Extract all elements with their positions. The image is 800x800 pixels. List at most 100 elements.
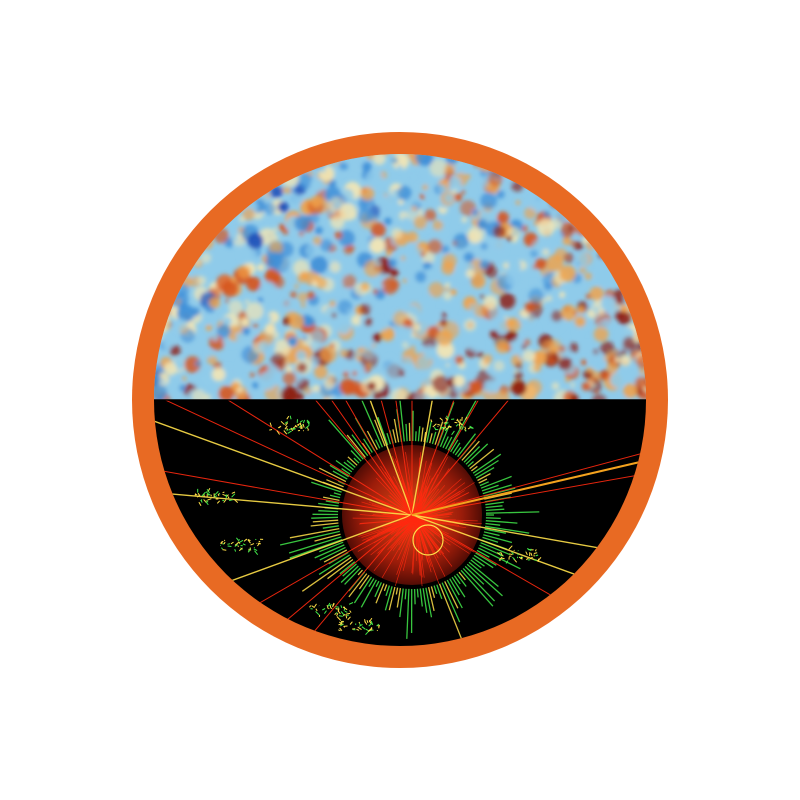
calorimeter-bar — [341, 468, 351, 475]
jet-hit — [195, 493, 198, 496]
calorimeter-bar — [328, 419, 364, 460]
cmb-spot — [521, 344, 527, 350]
core-track — [382, 514, 417, 520]
calorimeter-bar — [279, 530, 340, 546]
cmb-spot — [215, 274, 234, 293]
cmb-spot — [352, 371, 358, 376]
jet-hit — [368, 627, 373, 632]
jet-hit — [247, 539, 251, 542]
cmb-spot — [436, 341, 454, 359]
cmb-spot — [341, 359, 354, 371]
jet-hit — [299, 423, 303, 428]
jet-hit — [299, 420, 303, 423]
cmb-spot — [411, 206, 417, 212]
cmb-spot — [408, 274, 416, 281]
core-track — [415, 518, 438, 550]
cmb-spot — [359, 303, 372, 315]
jet-hit — [432, 423, 437, 428]
cmb-spot — [390, 156, 399, 164]
long-track — [250, 400, 413, 516]
cmb-spot — [599, 321, 607, 329]
jet-hit — [221, 547, 223, 550]
cmb-spot — [173, 199, 180, 206]
cmb-spot — [388, 258, 398, 268]
calorimeter-bar — [319, 541, 344, 553]
cmb-spot — [349, 212, 357, 220]
cmb-spot — [480, 192, 498, 210]
core-track — [415, 518, 423, 556]
jet-hit — [358, 621, 361, 624]
jet-hit — [284, 422, 289, 426]
cmb-spot — [343, 371, 349, 377]
cmb-spot — [180, 164, 191, 176]
cmb-spot — [139, 260, 145, 266]
jet-hit — [315, 611, 320, 616]
calorimeter-bar — [422, 588, 428, 613]
cmb-spot — [559, 291, 566, 298]
jet-hit — [250, 543, 255, 546]
calorimeter-bar — [447, 400, 479, 451]
cmb-spot — [197, 275, 207, 286]
calorimeter-bar — [335, 459, 353, 473]
cmb-spot — [366, 362, 372, 369]
core-track — [415, 518, 475, 553]
cmb-spot — [452, 240, 458, 246]
cmb-spot — [494, 390, 510, 400]
jet-hit — [284, 421, 289, 424]
calorimeter-bar — [383, 584, 388, 592]
cmb-spot — [632, 154, 646, 156]
cmb-spot — [432, 220, 444, 231]
cmb-spot — [296, 362, 308, 373]
jet-hit — [533, 552, 538, 554]
calorimeter-bar — [396, 587, 402, 608]
jet-hit — [309, 605, 312, 608]
cmb-spot — [628, 215, 633, 219]
jet-hit — [464, 416, 468, 420]
calorimeter-bar — [288, 536, 342, 554]
jet-hit — [443, 421, 447, 424]
cmb-spot — [558, 157, 574, 173]
cmb-spot — [329, 261, 341, 273]
cmb-spot — [628, 156, 634, 163]
cmb-spot — [465, 269, 475, 278]
calorimeter-bar — [374, 582, 382, 598]
cmb-spot — [461, 190, 466, 195]
cmb-spot — [464, 319, 477, 332]
calorimeter-bar — [347, 456, 358, 466]
cmb-spot — [235, 174, 241, 179]
cmb-spot — [524, 302, 535, 313]
calorimeter-bar — [314, 533, 341, 542]
cmb-spot — [323, 378, 335, 390]
cmb-spot — [569, 240, 577, 247]
jet-hit — [509, 553, 513, 556]
jet-hit — [315, 608, 318, 612]
calorimeter-bar — [449, 578, 460, 596]
cmb-spot — [609, 222, 621, 234]
cmb-spot — [242, 327, 251, 336]
cmb-spot — [589, 191, 594, 197]
cmb-spot — [257, 149, 261, 153]
calorimeter-bar — [311, 516, 339, 519]
cmb-spot — [176, 171, 185, 180]
jet-hit — [332, 602, 335, 606]
calorimeter-bar — [483, 534, 513, 544]
cmb-spot — [510, 338, 526, 354]
calorimeter-bar — [472, 557, 485, 567]
cmb-spot — [154, 272, 160, 281]
cmb-spot — [290, 291, 297, 298]
cmb-spot — [227, 165, 238, 176]
long-track — [314, 400, 413, 516]
cmb-spot — [174, 318, 188, 332]
cmb-spot — [546, 254, 564, 272]
cmb-spot — [467, 225, 485, 243]
jet-hit — [231, 491, 236, 494]
cmb-spot — [613, 209, 618, 214]
cmb-spot — [310, 195, 323, 208]
cmb-spot — [339, 349, 348, 358]
cmb-spot — [472, 209, 479, 216]
cmb-spot — [551, 310, 563, 322]
cmb-spot — [551, 382, 560, 390]
cmb-spot — [606, 361, 619, 374]
calorimeter-bar — [420, 427, 424, 442]
core-track — [396, 518, 417, 575]
